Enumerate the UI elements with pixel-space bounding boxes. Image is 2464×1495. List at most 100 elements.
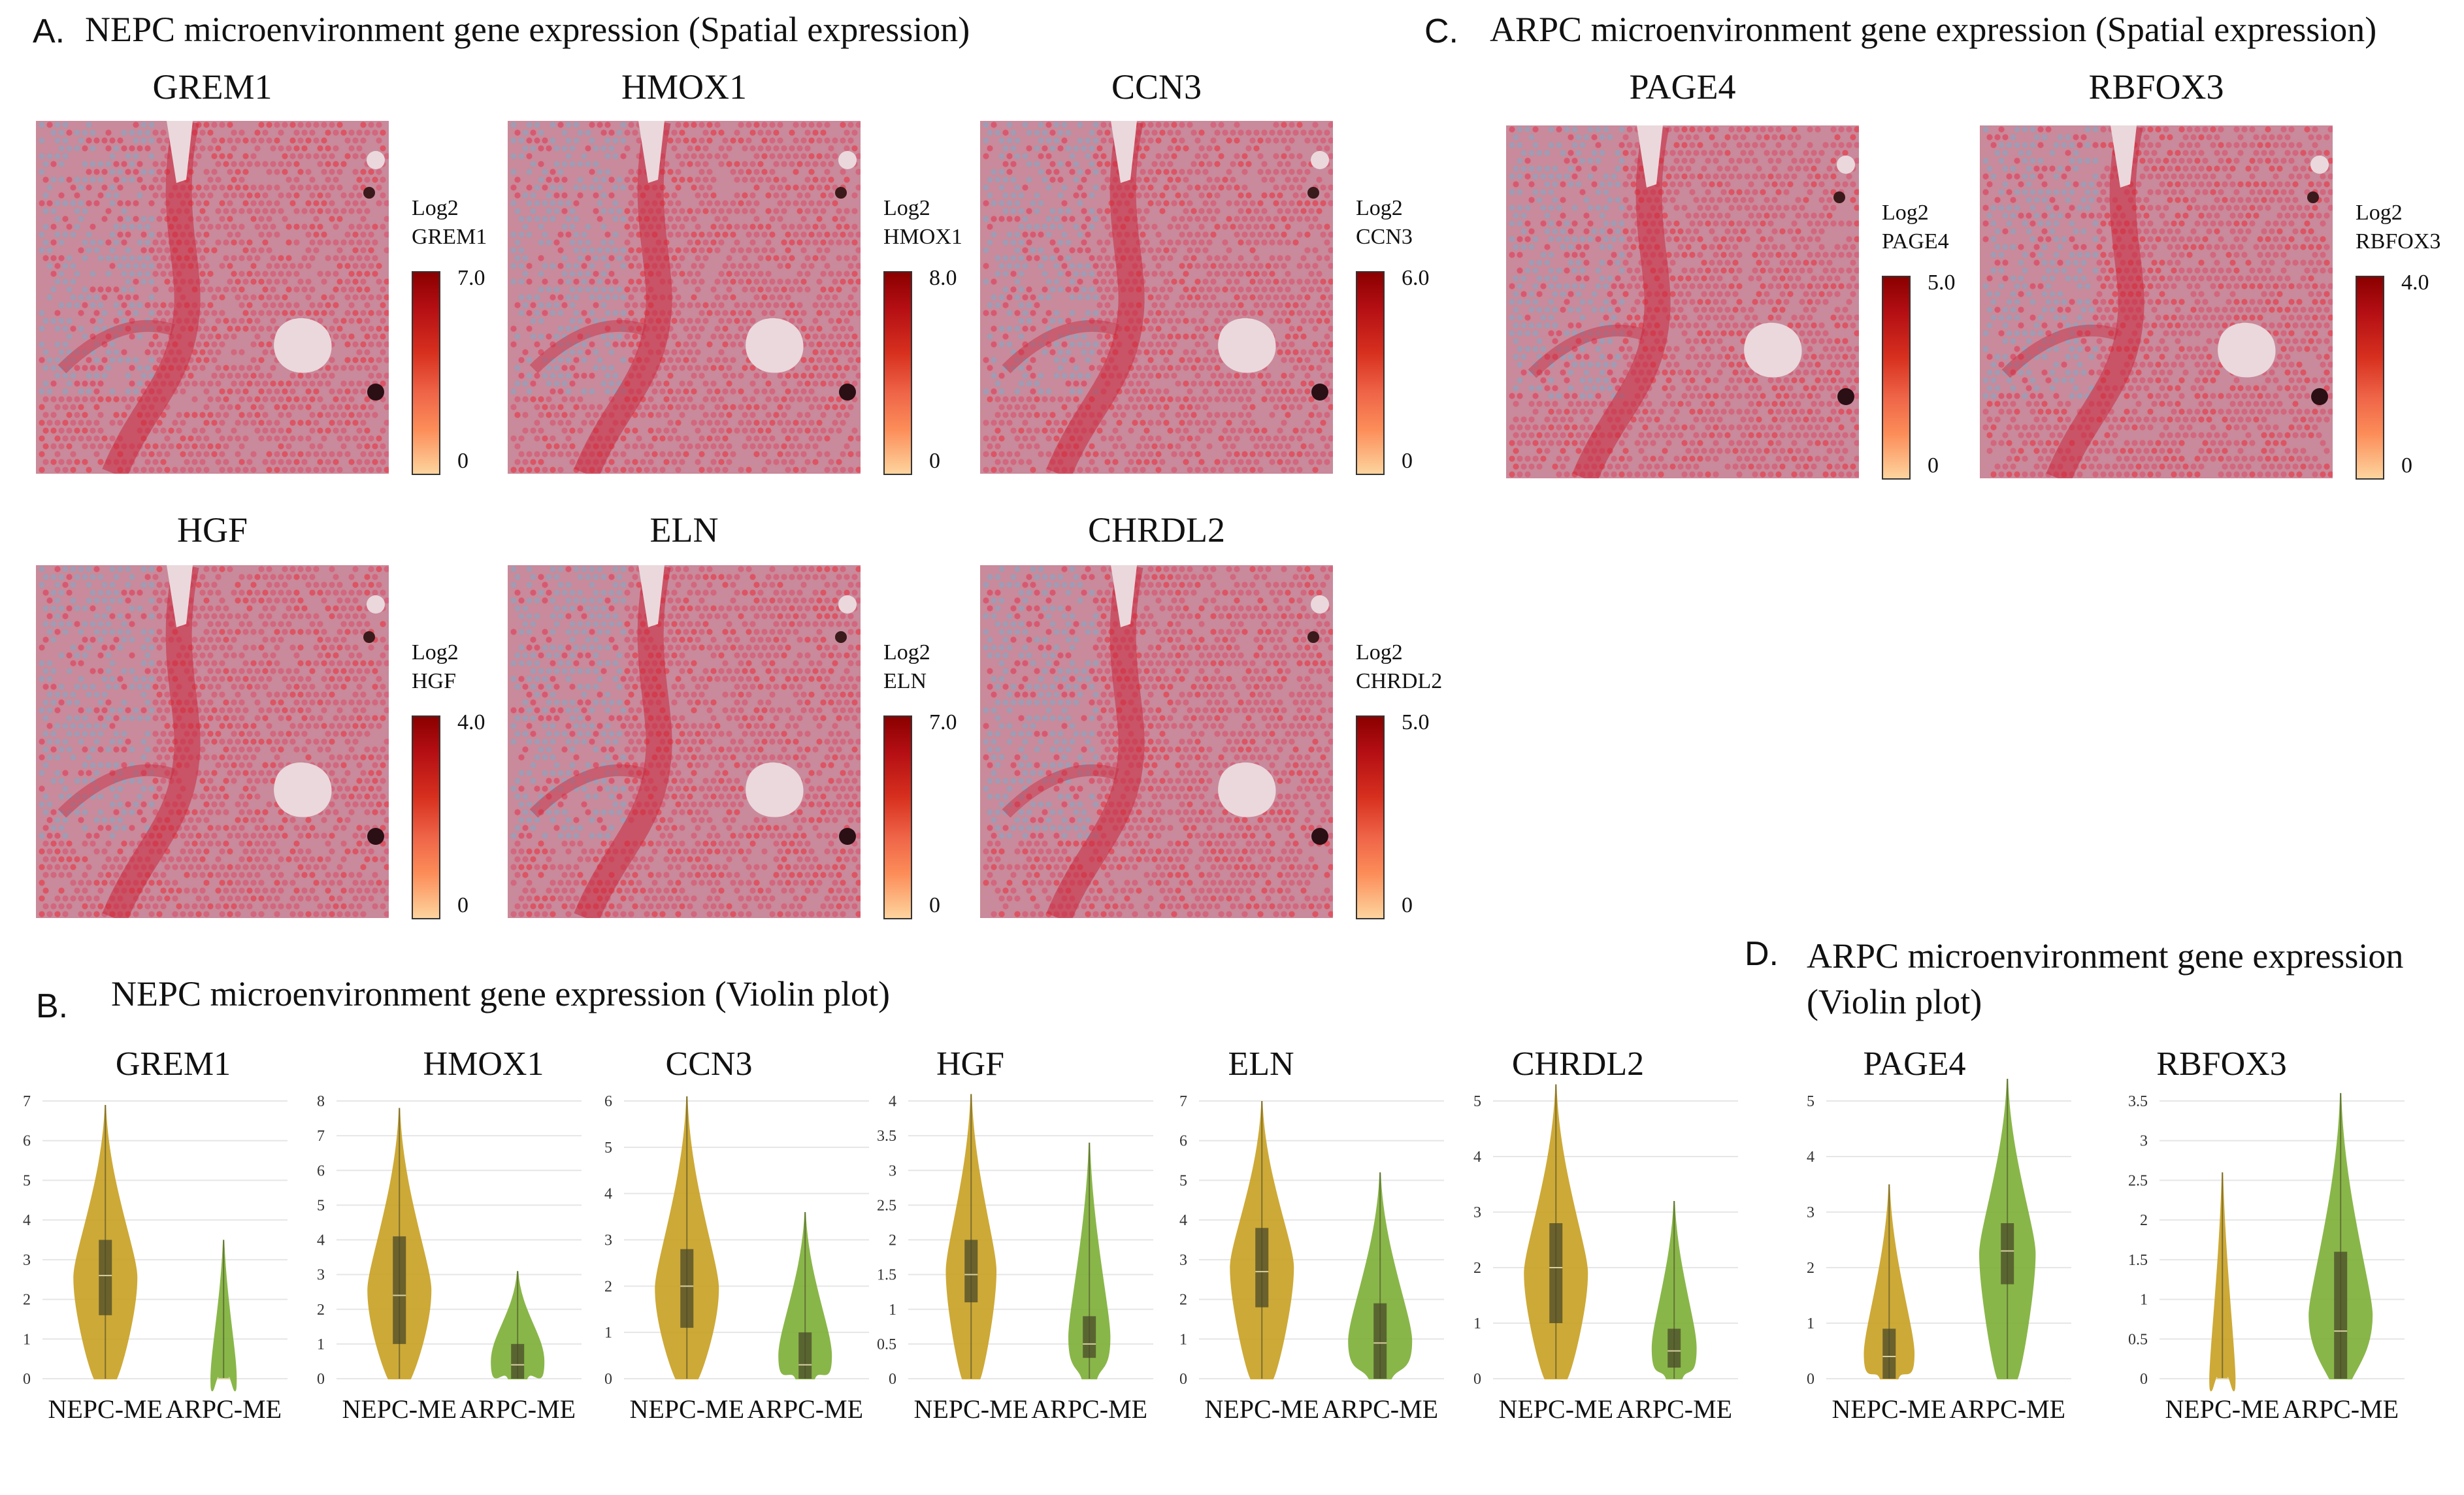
colorbar-gene-label: GREM1: [412, 225, 487, 249]
y-tick-label: 4: [604, 1186, 612, 1203]
y-tick-label: 3: [317, 1267, 325, 1284]
colorbar-title: Log2: [883, 640, 930, 665]
colorbar-min-label: 0: [1402, 893, 1413, 917]
x-tick-label: ARPC-ME: [459, 1394, 576, 1424]
violin-title: HGF: [936, 1045, 1004, 1083]
x-tick-label: ARPC-ME: [165, 1394, 282, 1424]
tissue-spot-map: [980, 121, 1333, 474]
y-tick-label: 1: [2140, 1292, 2148, 1309]
violin-title: HMOX1: [423, 1045, 544, 1083]
x-tick-label: NEPC-ME: [913, 1394, 1028, 1424]
colorbar-gene-label: CHRDL2: [1356, 669, 1443, 693]
y-tick-label: 3: [1473, 1204, 1481, 1221]
spatial-gene-title: HGF: [176, 510, 248, 550]
x-tick-label: NEPC-ME: [1204, 1394, 1319, 1424]
colorbar-max-label: 4.0: [457, 710, 485, 734]
y-tick-label: 6: [23, 1133, 31, 1150]
y-tick-label: 1: [1473, 1315, 1481, 1332]
y-tick-label: 7: [1179, 1093, 1187, 1110]
spatial-gene-title: HMOX1: [621, 67, 747, 107]
y-tick-label: 1.5: [2128, 1252, 2148, 1269]
spatial-tissue-image: [1506, 125, 1859, 478]
y-tick-label: 8: [317, 1093, 325, 1110]
violin-chart: HMOX1 0 1 2 3 4 5 6 7 8 NEPC-ME ARPC-ME: [301, 1039, 588, 1444]
y-tick-label: 1: [1807, 1315, 1815, 1332]
colorbar-title: Log2: [883, 196, 930, 220]
violin-chart: GREM1 0 1 2 3 4 5 6 7 NEPC-ME ARPC-ME: [7, 1039, 294, 1444]
violin-box: [2001, 1223, 2014, 1285]
x-tick-label: NEPC-ME: [1832, 1394, 1947, 1424]
y-tick-label: 3.5: [877, 1128, 896, 1145]
colorbar-gene-label: HMOX1: [883, 225, 962, 249]
y-tick-label: 3: [2140, 1133, 2148, 1150]
spatial-tissue-image: [980, 565, 1333, 918]
x-tick-label: ARPC-ME: [747, 1394, 863, 1424]
colorbar-min-label: 0: [1928, 453, 1939, 478]
y-tick-label: 5: [23, 1172, 31, 1189]
spatial-gene-title: RBFOX3: [2088, 67, 2224, 107]
panel-letter-d: D.: [1745, 935, 1779, 973]
colorbar-title: Log2: [2356, 201, 2403, 225]
x-tick-label: ARPC-ME: [2282, 1394, 2399, 1424]
y-tick-label: 0: [2140, 1371, 2148, 1388]
violin-box: [1549, 1223, 1563, 1323]
colorbar-gradient: [1882, 276, 1911, 480]
spatial-gene-title: ELN: [649, 510, 719, 550]
y-tick-label: 2: [1807, 1260, 1815, 1277]
y-tick-label: 0: [1807, 1371, 1815, 1388]
colorbar-min-label: 0: [457, 893, 468, 917]
colorbar-min-label: 0: [2401, 453, 2412, 478]
y-tick-label: 7: [317, 1128, 325, 1145]
y-tick-label: 4: [1179, 1212, 1187, 1229]
x-tick-label: ARPC-ME: [1322, 1394, 1438, 1424]
y-tick-label: 2: [889, 1232, 896, 1249]
spatial-gene-title: CHRDL2: [1087, 510, 1225, 550]
colorbar-max-label: 7.0: [457, 266, 485, 290]
panel-letter-b: B.: [36, 987, 69, 1025]
spatial-gene-title: GREM1: [152, 67, 272, 107]
colorbar-gradient: [1356, 715, 1385, 919]
colorbar-gradient: [412, 271, 440, 475]
violin-chart: RBFOX3 0 0.5 1 1.5 2 2.5 3 3.5 NEPC-ME ARPC-ME: [2124, 1039, 2411, 1444]
y-tick-label: 2.5: [877, 1197, 896, 1214]
y-tick-label: 3: [1807, 1204, 1815, 1221]
violin-box: [511, 1343, 525, 1379]
violin-box: [1667, 1328, 1681, 1368]
y-tick-label: 1: [889, 1302, 896, 1319]
y-tick-label: 3: [1179, 1252, 1187, 1269]
violin-box: [964, 1240, 978, 1303]
violin-title: ELN: [1228, 1045, 1294, 1083]
spatial-tissue-image: [980, 121, 1333, 474]
colorbar-max-label: 5.0: [1928, 271, 1956, 295]
colorbar-gene-label: RBFOX3: [2356, 229, 2441, 254]
y-tick-label: 3.5: [2128, 1093, 2148, 1110]
spatial-tissue-image: [1980, 125, 2333, 478]
spatial-tissue-image: [36, 565, 389, 918]
colorbar-gene-label: ELN: [883, 669, 927, 693]
tissue-spot-map: [508, 121, 861, 474]
colorbar-gene-label: HGF: [412, 669, 457, 693]
violin-box: [1255, 1228, 1269, 1307]
violin-title: CHRDL2: [1512, 1045, 1644, 1083]
y-tick-label: 3: [23, 1252, 31, 1269]
colorbar-gradient: [883, 715, 912, 919]
colorbar-min-label: 0: [1402, 449, 1413, 473]
y-tick-label: 6: [1179, 1133, 1187, 1150]
violin-chart: CCN3 0 1 2 3 4 5 6 NEPC-ME ARPC-ME: [588, 1039, 876, 1444]
colorbar-min-label: 0: [457, 449, 468, 473]
x-tick-label: ARPC-ME: [1949, 1394, 2065, 1424]
colorbar-title: Log2: [1356, 196, 1403, 220]
y-tick-label: 0.5: [2128, 1331, 2148, 1348]
y-tick-label: 4: [317, 1232, 325, 1249]
panel-a-title: NEPC microenvironment gene expression (S…: [85, 10, 970, 49]
spatial-gene-title: PAGE4: [1629, 67, 1736, 107]
colorbar-gene-label: CCN3: [1356, 225, 1413, 249]
spatial-gene-title: CCN3: [1111, 67, 1202, 107]
y-tick-label: 7: [23, 1093, 31, 1110]
y-tick-label: 3: [604, 1232, 612, 1249]
tissue-spot-map: [508, 565, 861, 918]
x-tick-label: NEPC-ME: [1498, 1394, 1613, 1424]
violin-title: GREM1: [116, 1045, 231, 1083]
violin-box: [1882, 1328, 1896, 1379]
violin-box: [798, 1332, 812, 1379]
